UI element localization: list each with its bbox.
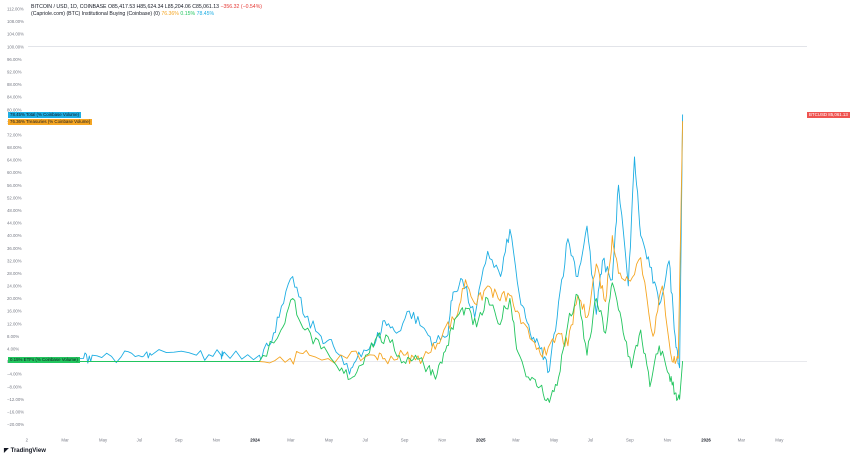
left-axis-tick: 68.00% bbox=[7, 145, 22, 150]
indicator-value-treasuries: 76.36% bbox=[161, 11, 179, 17]
x-axis-tick: 2025 bbox=[476, 438, 486, 443]
x-axis-tick: Nov bbox=[664, 438, 672, 443]
treasuries-line bbox=[28, 121, 684, 365]
price-change: −356.32 (−0.54%) bbox=[220, 4, 263, 10]
left-axis-tick: 112.00% bbox=[7, 7, 24, 12]
left-axis-tick: −4.00% bbox=[7, 372, 22, 377]
x-axis-tick: Sep bbox=[401, 438, 409, 443]
left-axis-tick: 88.00% bbox=[7, 82, 22, 87]
x-axis-tick: 2 bbox=[26, 438, 29, 443]
left-axis-tick: 20.00% bbox=[7, 296, 22, 301]
x-axis-tick: May bbox=[325, 438, 334, 443]
etfs-line bbox=[28, 282, 684, 403]
x-axis-tick: 2026 bbox=[701, 438, 711, 443]
x-axis-tick: Jul bbox=[363, 438, 369, 443]
left-axis-tick: 96.00% bbox=[7, 57, 22, 62]
left-axis: 112.00% 108.00% 104.00% 100.00% 96.00% 92.00%… bbox=[7, 7, 24, 428]
left-axis-tick: 40.00% bbox=[7, 233, 22, 238]
left-axis-tick: 8.00% bbox=[7, 334, 19, 339]
btc-price-tag: BTCUSD 85,061.13 bbox=[807, 112, 850, 118]
left-axis-tick: 48.00% bbox=[7, 208, 22, 213]
tradingview-icon: ◤ bbox=[4, 448, 9, 454]
x-axis-tick: Mar bbox=[512, 438, 520, 443]
left-axis-tick: 92.00% bbox=[7, 69, 22, 74]
left-axis-tick: 52.00% bbox=[7, 195, 22, 200]
left-axis-tick: 36.00% bbox=[7, 246, 22, 251]
etfs-series-tag: 0.15% ETFs (% Coinbase Volume) bbox=[8, 357, 80, 363]
left-axis-tick: 24.00% bbox=[7, 284, 22, 289]
symbol-title: BITCOIN / USD, 1D, COINBASE bbox=[31, 4, 107, 10]
left-axis-tick: 84.00% bbox=[7, 95, 22, 100]
left-axis-tick: 72.00% bbox=[7, 132, 22, 137]
indicator-lines bbox=[27, 114, 684, 403]
left-axis-tick: 4.00% bbox=[7, 347, 19, 352]
x-axis-tick: Sep bbox=[175, 438, 183, 443]
treasuries-series-tag: 76.36% Treasuries (% Coinbase Volume) bbox=[8, 119, 93, 125]
left-axis-tick: 44.00% bbox=[7, 221, 22, 226]
left-axis-tick: 60.00% bbox=[7, 170, 22, 175]
left-axis-tick: 108.00% bbox=[7, 19, 24, 24]
indicator-title: (Capriole.com) (BTC) Institutional Buyin… bbox=[31, 11, 160, 17]
x-axis-tick: Nov bbox=[213, 438, 221, 443]
x-axis-tick: May bbox=[550, 438, 559, 443]
x-axis-tick: May bbox=[775, 438, 784, 443]
x-axis-tick: 2024 bbox=[250, 438, 260, 443]
x-axis-tick: Jul bbox=[137, 438, 143, 443]
x-axis-tick: May bbox=[99, 438, 108, 443]
symbol-header: BITCOIN / USD, 1D, COINBASE O85,417.53 H… bbox=[31, 4, 262, 10]
left-axis-tick: −12.00% bbox=[7, 397, 24, 402]
x-axis-tick: Mar bbox=[287, 438, 295, 443]
indicator-value-total: 78.45% bbox=[196, 11, 215, 17]
indicator-header: (Capriole.com) (BTC) Institutional Buyin… bbox=[31, 11, 214, 17]
left-axis-tick: 28.00% bbox=[7, 271, 22, 276]
x-axis: 2 Mar May Jul Sep Nov 2024 Mar May Jul Sep Nov 2025 M… bbox=[26, 438, 785, 443]
total-series-tag: 78.45% Total (% Coinbase Volume) bbox=[8, 112, 81, 118]
x-axis-tick: Mar bbox=[738, 438, 746, 443]
x-axis-tick: Mar bbox=[61, 438, 69, 443]
total-line bbox=[27, 114, 684, 375]
left-axis-tick: 64.00% bbox=[7, 158, 22, 163]
left-axis-tick: −20.00% bbox=[7, 422, 24, 427]
left-axis-tick: −8.00% bbox=[7, 384, 22, 389]
left-axis-tick: 100.00% bbox=[7, 44, 24, 49]
left-axis-tick: 16.00% bbox=[7, 309, 22, 314]
x-axis-tick: Sep bbox=[626, 438, 634, 443]
left-axis-tick: 12.00% bbox=[7, 321, 22, 326]
left-axis-tick: −16.00% bbox=[7, 409, 24, 414]
x-axis-tick: Nov bbox=[438, 438, 446, 443]
left-axis-tick: 80.00% bbox=[7, 107, 22, 112]
left-axis-tick: 104.00% bbox=[7, 32, 24, 37]
ohlc-values: O85,417.53 H85,624.34 L85,204.06 C85,061… bbox=[107, 4, 220, 10]
indicator-value-etfs: 0.15% bbox=[180, 11, 196, 17]
brand-name: TradingView bbox=[10, 448, 46, 454]
left-axis-tick: 32.00% bbox=[7, 258, 22, 263]
left-axis-tick: 56.00% bbox=[7, 183, 22, 188]
x-axis-tick: Jul bbox=[588, 438, 594, 443]
tradingview-logo: ◤ TradingView bbox=[4, 447, 46, 454]
